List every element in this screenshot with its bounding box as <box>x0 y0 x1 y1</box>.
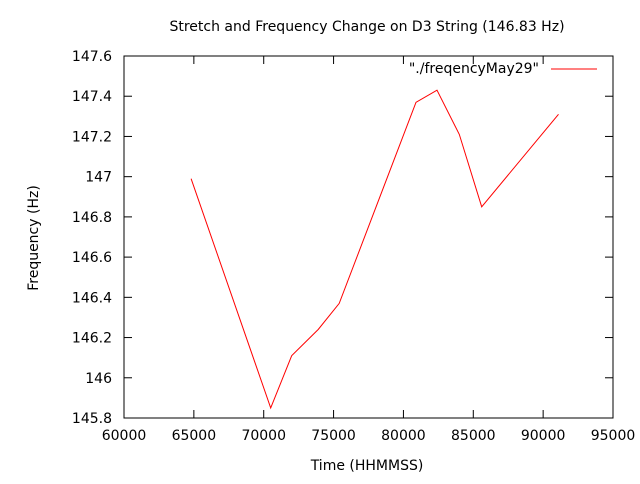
x-tick-label: 65000 <box>172 428 217 444</box>
x-tick-label: 95000 <box>591 428 636 444</box>
x-tick-label: 75000 <box>311 428 356 444</box>
y-tick-label: 146.8 <box>72 210 112 226</box>
chart-title: Stretch and Frequency Change on D3 Strin… <box>169 19 564 35</box>
y-tick-label: 147.4 <box>72 89 112 105</box>
legend-entry-label: "./freqencyMay29" <box>409 61 539 77</box>
x-tick-label: 80000 <box>381 428 426 444</box>
y-tick-label: 147.2 <box>72 129 112 145</box>
y-tick-label: 146.4 <box>72 290 112 306</box>
x-tick-label: 70000 <box>241 428 286 444</box>
y-tick-label: 146.2 <box>72 331 112 347</box>
x-axis-label: Time (HHMMSS) <box>310 458 424 474</box>
series-line <box>190 89 559 410</box>
series-layer <box>190 89 559 410</box>
y-tick-label: 147.6 <box>72 49 112 65</box>
legend: "./freqencyMay29" <box>409 61 597 77</box>
tick-layer: 60000 65000 70000 75000 80000 85000 90000 95000… <box>72 49 635 444</box>
y-tick-label: 146 <box>85 371 112 387</box>
plot-frame <box>123 55 614 419</box>
x-tick-label: 85000 <box>451 428 496 444</box>
y-tick-label: 146.6 <box>72 250 112 266</box>
x-tick-label: 60000 <box>102 428 147 444</box>
y-tick-label: 145.8 <box>72 411 112 427</box>
y-axis-label: Frequency (Hz) <box>26 185 42 291</box>
x-tick-label: 90000 <box>521 428 566 444</box>
y-tick-label: 147 <box>85 170 112 186</box>
